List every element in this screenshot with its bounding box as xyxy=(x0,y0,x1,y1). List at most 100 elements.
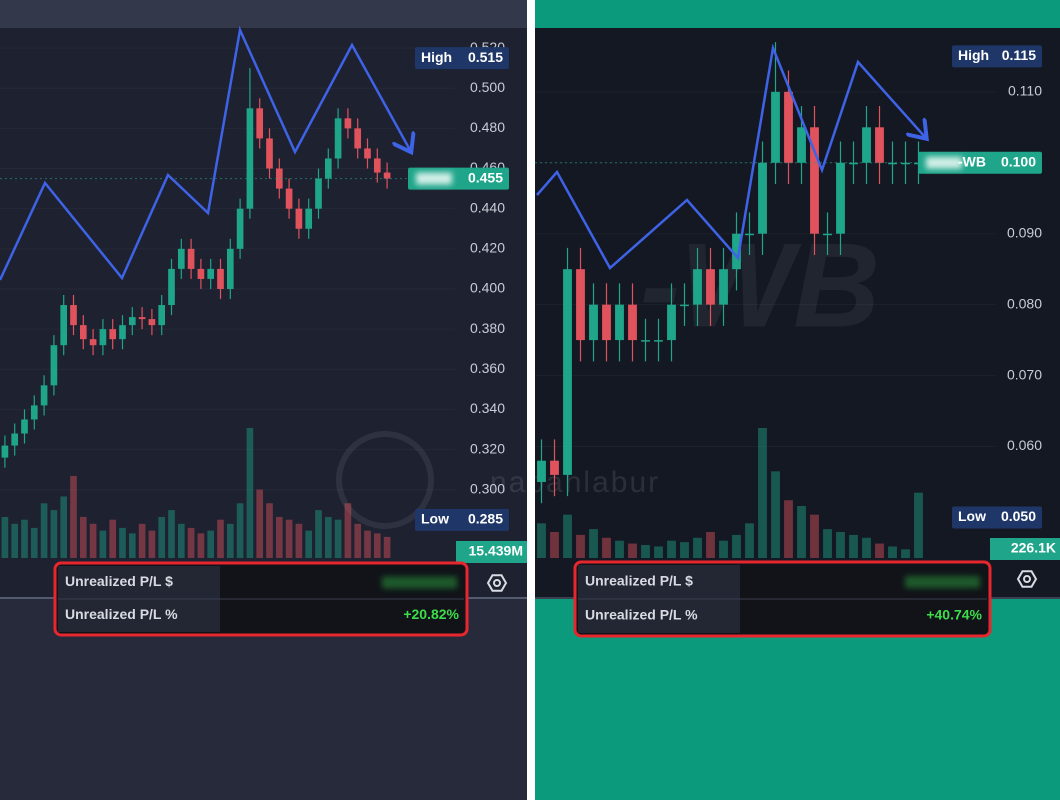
settings-icon[interactable] xyxy=(1016,570,1038,588)
candle-body xyxy=(862,127,871,163)
price-tag-value: 0.115 xyxy=(1002,47,1036,63)
volume-bar xyxy=(119,527,126,558)
volume-bar xyxy=(226,523,234,558)
volume-bar xyxy=(30,527,38,558)
candle-body xyxy=(706,269,715,305)
volume-bar xyxy=(109,519,117,558)
y-tick-label: 0.070 xyxy=(1007,366,1042,382)
volume-bar xyxy=(334,519,342,558)
price-tag xyxy=(415,47,509,70)
y-tick-label: 0.400 xyxy=(470,280,505,296)
candle-body xyxy=(79,325,87,340)
price-tag-label: Low xyxy=(958,508,986,524)
y-tick-label: 0.060 xyxy=(1007,437,1042,453)
volume-bar xyxy=(128,533,136,558)
candle-body xyxy=(602,304,611,341)
separator xyxy=(527,0,535,800)
y-tick-label: 0.300 xyxy=(470,480,505,496)
candle-body xyxy=(148,319,156,326)
candle-body xyxy=(50,345,58,386)
candle-body xyxy=(226,248,234,289)
volume-bar xyxy=(266,503,273,558)
candle-body xyxy=(693,269,702,305)
volume-bar xyxy=(99,530,107,558)
price-tag-label: High xyxy=(421,49,452,65)
symbol-label: -WB xyxy=(958,153,986,169)
price-tag-value: 0.515 xyxy=(468,49,503,65)
volume-bar xyxy=(745,523,754,558)
volume-bar xyxy=(364,530,371,558)
left-top-bar xyxy=(0,0,527,28)
candle-body xyxy=(719,269,728,305)
left-chart-area xyxy=(0,28,527,598)
candle-body xyxy=(138,317,146,320)
candle-body xyxy=(266,138,273,169)
volume-value: 226.1K xyxy=(1011,540,1056,556)
candle-body xyxy=(128,317,136,326)
candle-body xyxy=(168,268,175,306)
candle-body xyxy=(217,268,224,289)
candle-body xyxy=(628,304,637,341)
settings-icon[interactable] xyxy=(486,574,508,592)
volume-bar xyxy=(888,546,897,558)
y-tick-label: 0.110 xyxy=(1008,83,1042,99)
volume-bar xyxy=(537,523,546,558)
pl-dollar-label: Unrealized P/L $ xyxy=(65,573,173,589)
symbol-watermark: -WB xyxy=(640,219,880,353)
plots: 0.300 0.320 0.340 0.360 0.380 0.400 0.420 0.440… xyxy=(0,39,1060,638)
candle-body xyxy=(836,162,845,234)
candle-body xyxy=(158,305,166,326)
candle-body xyxy=(589,304,598,341)
volume-bar xyxy=(187,527,195,558)
price-tag-label: Low xyxy=(421,511,449,527)
candle-body xyxy=(615,304,624,341)
candle-body xyxy=(888,162,897,165)
hidden-symbol xyxy=(926,156,962,169)
volume-value: 15.439M xyxy=(469,543,523,559)
volume-bar xyxy=(148,530,156,558)
candle-body xyxy=(40,385,48,406)
candle-body xyxy=(745,233,754,236)
candle-body xyxy=(246,108,254,209)
candle-body xyxy=(758,162,767,234)
volume-bar xyxy=(875,543,884,558)
y-tick-label: 0.340 xyxy=(470,400,505,416)
pl-percent-value: +20.82% xyxy=(403,606,459,622)
candle-body xyxy=(21,419,28,434)
y-tick-label: 0.440 xyxy=(470,199,505,215)
hidden-pl-dollar xyxy=(382,576,457,589)
volume-bar xyxy=(138,523,146,558)
volume-bar xyxy=(849,534,858,558)
volume-tag xyxy=(456,541,527,563)
candle-body xyxy=(875,127,884,163)
candle-body xyxy=(187,248,195,269)
candle-body xyxy=(285,188,293,209)
pl-dollar-label: Unrealized P/L $ xyxy=(585,573,693,589)
candle-body xyxy=(109,329,117,340)
volume-bar xyxy=(836,532,845,558)
volume-bar xyxy=(236,503,244,558)
volume-bar xyxy=(602,537,611,558)
volume-bar xyxy=(79,516,87,558)
candle-body xyxy=(197,268,205,279)
candle-body xyxy=(275,168,283,189)
candle-body xyxy=(334,118,342,159)
candle-body xyxy=(1,445,9,458)
volume-bar xyxy=(324,516,332,558)
candle-body xyxy=(11,433,19,446)
y-tick-label: 0.090 xyxy=(1007,224,1042,240)
candle-body xyxy=(315,178,322,209)
y-tick-label: 0.500 xyxy=(470,79,505,95)
price-tag xyxy=(952,506,1042,529)
volume-bar xyxy=(615,540,624,558)
volume-bar xyxy=(628,543,637,558)
volume-bar xyxy=(344,503,352,558)
volume-bar xyxy=(1,516,9,558)
hidden-pl-dollar xyxy=(905,576,980,588)
candle-body xyxy=(99,329,107,346)
volume-bar xyxy=(256,489,264,558)
candle-body xyxy=(771,91,780,163)
candle-body xyxy=(563,269,572,475)
candle-body xyxy=(784,91,793,163)
